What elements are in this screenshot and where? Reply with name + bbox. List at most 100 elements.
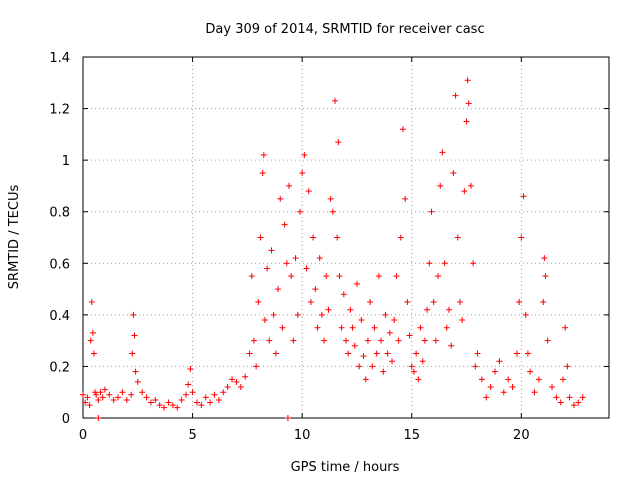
data-point — [296, 208, 303, 215]
data-point — [242, 373, 249, 380]
data-point — [87, 337, 94, 344]
data-point — [119, 389, 126, 396]
data-point — [307, 298, 314, 305]
data-point — [395, 337, 402, 344]
x-axis-label: GPS time / hours — [291, 460, 400, 475]
data-point — [329, 208, 336, 215]
plot-frame — [82, 56, 610, 419]
data-point — [169, 402, 176, 409]
y-tick-label: 1 — [62, 154, 70, 169]
y-tick-label: 0.6 — [49, 257, 70, 272]
data-point — [95, 396, 102, 403]
data-point — [424, 306, 431, 313]
data-point — [246, 350, 253, 357]
data-point — [106, 391, 113, 398]
data-point — [492, 368, 499, 375]
data-point — [255, 298, 262, 305]
data-point — [452, 92, 459, 99]
data-point — [535, 376, 542, 383]
x-tick-label: 20 — [513, 428, 530, 443]
data-point — [202, 394, 209, 401]
data-point — [421, 337, 428, 344]
data-point — [474, 350, 481, 357]
data-point — [318, 311, 325, 318]
data-point — [89, 329, 96, 336]
data-point — [82, 399, 89, 406]
data-point — [470, 260, 477, 267]
data-point — [450, 170, 457, 177]
data-point — [281, 221, 288, 228]
data-point — [463, 118, 470, 125]
data-point — [165, 399, 172, 406]
data-point — [516, 298, 523, 305]
data-point — [544, 337, 551, 344]
data-point — [88, 298, 95, 305]
y-tick-label: 1.2 — [49, 103, 70, 118]
data-point — [505, 376, 512, 383]
data-point — [156, 402, 163, 409]
data-point — [542, 273, 549, 280]
data-point — [327, 195, 334, 202]
data-point — [541, 255, 548, 262]
data-point — [380, 368, 387, 375]
y-axis-label: SRMTID / TECUs — [7, 185, 22, 290]
x-tick-label: 15 — [403, 428, 420, 443]
data-point — [161, 404, 168, 411]
data-point — [178, 396, 185, 403]
data-point — [92, 389, 99, 396]
data-point — [174, 404, 181, 411]
x-tick-label: 5 — [188, 428, 196, 443]
data-point — [272, 350, 279, 357]
data-point — [314, 324, 321, 331]
data-point — [115, 394, 122, 401]
data-point — [237, 384, 244, 391]
data-point — [270, 311, 277, 318]
data-point — [128, 391, 135, 398]
data-point — [198, 402, 205, 409]
data-point — [292, 255, 299, 262]
axis-ticks: 0 5 10 15 20 0 0.2 0.4 0.6 0.8 1 1.2 1.4 — [49, 51, 609, 443]
data-point — [343, 337, 349, 344]
data-point — [349, 324, 356, 331]
data-point — [110, 396, 117, 403]
data-point — [522, 311, 529, 318]
data-point — [84, 394, 91, 401]
data-point — [279, 324, 286, 331]
data-point — [454, 234, 461, 241]
data-point — [566, 394, 573, 401]
data-point — [406, 332, 413, 339]
data-point — [248, 273, 255, 280]
data-point — [448, 342, 455, 349]
data-point — [367, 298, 374, 305]
data-point — [467, 182, 474, 189]
data-point — [266, 337, 273, 344]
data-point — [375, 273, 382, 280]
data-point — [430, 298, 437, 305]
data-point — [134, 378, 141, 385]
data-point — [335, 139, 342, 146]
data-point — [410, 368, 417, 375]
data-point — [496, 358, 503, 365]
data-point — [290, 337, 297, 344]
data-point — [464, 77, 471, 84]
data-point — [465, 100, 472, 107]
data-point — [93, 391, 100, 398]
data-point — [323, 273, 330, 280]
data-point — [518, 234, 525, 241]
data-point — [531, 389, 538, 396]
data-point — [97, 389, 104, 396]
data-point — [549, 384, 556, 391]
data-point — [408, 363, 415, 370]
grid-lines — [83, 57, 609, 418]
data-point — [524, 350, 531, 357]
data-points — [80, 77, 586, 421]
data-point — [139, 389, 146, 396]
data-point — [183, 391, 190, 398]
y-tick-label: 0.8 — [49, 206, 70, 221]
data-point — [389, 358, 396, 365]
data-point — [415, 376, 422, 383]
data-point — [261, 317, 268, 324]
data-point — [312, 286, 319, 293]
data-point — [378, 337, 385, 344]
